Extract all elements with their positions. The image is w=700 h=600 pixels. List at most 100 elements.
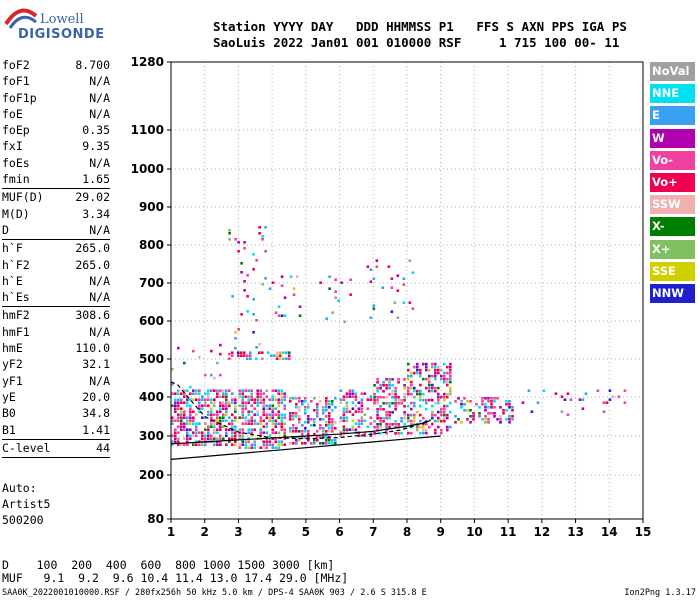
- echo-point: [307, 430, 310, 433]
- echo-point: [189, 404, 192, 407]
- echo-point: [241, 431, 245, 434]
- echo-point: [505, 418, 508, 421]
- echo-point: [328, 424, 331, 427]
- echo-point: [189, 416, 192, 419]
- echo-point: [274, 446, 278, 449]
- echo-point: [274, 311, 278, 314]
- echo-point: [402, 277, 406, 280]
- echo-point: [231, 434, 234, 437]
- echo-point: [238, 416, 242, 419]
- echo-point: [174, 437, 177, 440]
- echo-point: [186, 401, 189, 404]
- echo-point: [351, 407, 355, 410]
- echo-point: [219, 437, 222, 440]
- echo-point: [265, 389, 269, 392]
- echo-point: [481, 400, 484, 403]
- echo-point: [349, 293, 352, 296]
- echo-point: [425, 401, 428, 405]
- echo-point: [527, 389, 531, 392]
- echo-point: [369, 431, 373, 434]
- echo-point: [394, 399, 397, 402]
- echo-point: [581, 398, 585, 401]
- echo-point: [210, 437, 213, 440]
- echo-point: [434, 368, 437, 372]
- echo-point: [219, 395, 222, 398]
- echo-point: [280, 443, 284, 446]
- echo-point: [410, 392, 413, 396]
- param-name: M(D): [2, 206, 30, 221]
- echo-point: [195, 392, 198, 395]
- echo-point: [307, 436, 310, 439]
- echo-point: [274, 419, 278, 422]
- echo-point: [284, 357, 288, 360]
- echo-point: [413, 416, 416, 420]
- echo-point: [410, 401, 413, 405]
- file-info-footer: SAA0K_2022001010000.RSF / 280fx256h 50 k…: [2, 588, 427, 598]
- echo-point: [376, 399, 379, 402]
- echo-point: [253, 443, 257, 446]
- echo-point: [259, 416, 263, 419]
- echo-point: [241, 410, 245, 413]
- echo-point: [283, 437, 287, 440]
- echo-point: [446, 380, 449, 384]
- echo-point: [397, 396, 400, 399]
- echo-point: [388, 381, 391, 384]
- echo-point: [307, 415, 310, 418]
- echo-point: [434, 401, 437, 405]
- echo-point: [241, 416, 245, 419]
- echo-point: [189, 413, 192, 416]
- echo-point: [449, 374, 452, 378]
- echo-point: [292, 293, 296, 296]
- echo-point: [422, 416, 425, 420]
- echo-point: [216, 389, 219, 392]
- echo-point: [216, 395, 219, 398]
- echo-point: [422, 398, 425, 402]
- echo-point: [271, 422, 275, 425]
- echo-point: [231, 431, 234, 434]
- echo-point: [569, 398, 573, 401]
- echo-point: [210, 422, 213, 425]
- echo-point: [295, 442, 298, 445]
- echo-point: [280, 314, 284, 317]
- echo-point: [331, 424, 334, 427]
- echo-point: [416, 428, 419, 432]
- echo-point: [431, 398, 434, 402]
- echo-point: [277, 413, 281, 416]
- echo-point: [413, 389, 416, 393]
- echo-point: [446, 425, 449, 429]
- echo-point: [277, 389, 281, 392]
- param-value: N/A: [89, 74, 110, 89]
- echo-point: [298, 415, 301, 418]
- echo-point: [440, 419, 443, 423]
- echo-point: [339, 398, 343, 401]
- echo-point: [265, 431, 269, 434]
- echo-point: [469, 415, 472, 418]
- echo-point: [225, 401, 228, 404]
- echo-point: [449, 392, 452, 396]
- echo-point: [373, 426, 376, 429]
- echo-point: [216, 422, 219, 425]
- echo-point: [388, 411, 391, 414]
- echo-point: [400, 420, 403, 423]
- echo-point: [222, 413, 225, 416]
- echo-point: [207, 395, 210, 398]
- echo-point: [357, 434, 361, 437]
- echo-point: [437, 371, 440, 375]
- echo-point: [210, 425, 213, 428]
- echo-point: [228, 352, 231, 356]
- echo-point: [449, 365, 452, 369]
- echo-point: [345, 419, 349, 422]
- echo-point: [443, 374, 446, 378]
- param-row: yF1 N/A: [2, 373, 110, 389]
- echo-point: [183, 425, 186, 428]
- echo-point: [280, 425, 284, 428]
- echo-point: [391, 378, 394, 381]
- echo-point: [213, 431, 216, 434]
- echo-point: [231, 398, 234, 401]
- echo-point: [325, 436, 328, 439]
- echo-point: [366, 398, 370, 401]
- echo-point: [446, 365, 449, 369]
- echo-point: [261, 238, 264, 241]
- echo-point: [280, 392, 284, 395]
- echo-point: [287, 354, 291, 357]
